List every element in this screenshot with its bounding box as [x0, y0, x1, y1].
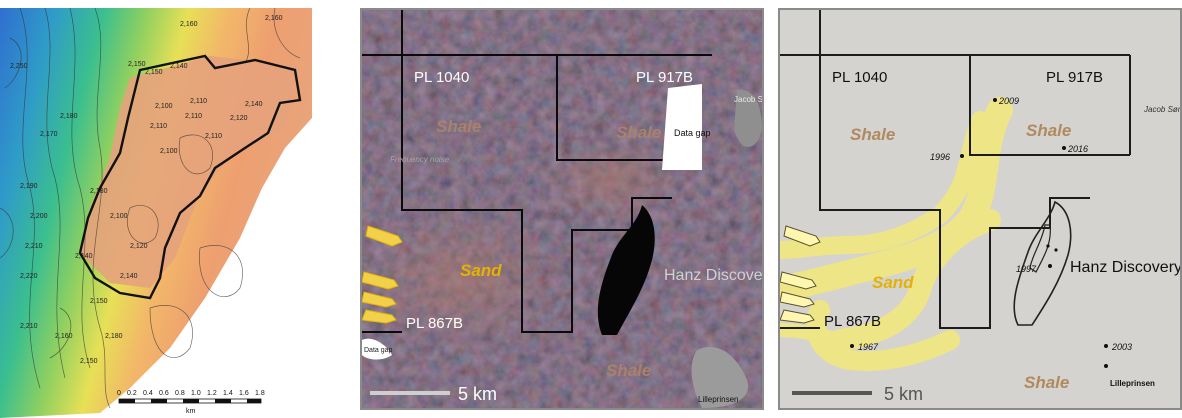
contour-label: 2,150 — [90, 298, 108, 305]
licence-label: PL 1040 — [832, 69, 887, 86]
seismic-attribute-map: Data gap PL 1040 PL 917B PL 867B Shale S… — [360, 8, 764, 410]
contour-label: 2,100 — [160, 148, 178, 155]
discovery-label: Hanz Discovery — [664, 267, 762, 284]
contour-label: 2,140 — [75, 253, 93, 260]
sand-label: Sand — [872, 273, 914, 292]
scale-bar: 0 0.2 0.4 0.6 0.8 1.0 1.2 1.4 1.6 1.8 km — [117, 390, 265, 415]
sand-label: Sand — [460, 261, 502, 280]
svg-text:km: km — [186, 408, 196, 415]
contour-label: 2,110 — [205, 133, 222, 140]
licence-label: PL 917B — [1046, 69, 1103, 86]
contour-label: 2,200 — [30, 213, 48, 220]
contour-label: 2,100 — [155, 103, 173, 110]
contour-label: 2,100 — [110, 213, 128, 220]
scale-bar — [792, 391, 872, 395]
contour-label: 2,140 — [120, 273, 138, 280]
licence-label: PL 917B — [636, 69, 693, 86]
lilleprinsen-label: Lilleprinsen — [698, 395, 738, 404]
contour-label: 2,220 — [20, 273, 38, 280]
svg-text:1.0: 1.0 — [191, 390, 201, 397]
contour-label: 2,120 — [230, 115, 248, 122]
contour-label: 2,160 — [55, 333, 73, 340]
svg-text:0: 0 — [117, 390, 121, 397]
contour-label: 2,180 — [90, 188, 108, 195]
contour-label: 2,190 — [20, 183, 38, 190]
jacob-label: Jacob Sør — [734, 95, 762, 104]
lilleprinsen-label: Lilleprinsen — [1110, 379, 1155, 388]
svg-text:0.8: 0.8 — [175, 390, 185, 397]
shale-label: Shale — [616, 123, 661, 142]
interpretation-map: PL 1040 PL 917B PL 867B Shale Shale Shal… — [778, 8, 1182, 410]
contour-label: 2,110 — [150, 123, 167, 130]
well-year: 1967 — [858, 342, 879, 352]
well-markers — [850, 98, 1108, 368]
svg-text:1.8: 1.8 — [255, 390, 265, 397]
contour-label: 2,140 — [170, 63, 188, 70]
well-year: 1996 — [930, 152, 950, 162]
svg-text:0.4: 0.4 — [143, 390, 153, 397]
data-gap-label: Data gap — [674, 128, 711, 138]
contour-label: 2,250 — [10, 63, 28, 70]
shale-label: Shale — [850, 125, 895, 144]
contour-label: 2,150 — [128, 61, 146, 68]
well-year: 2009 — [998, 96, 1019, 106]
contour-label: 2,120 — [130, 243, 148, 250]
contour-label: 2,160 — [265, 15, 283, 22]
licence-label: PL 867B — [406, 315, 463, 332]
scale-label: 5 km — [458, 384, 497, 404]
well-year: 2003 — [1111, 342, 1132, 352]
shale-label: Shale — [1024, 373, 1069, 392]
contour-label: 2,210 — [20, 323, 38, 330]
svg-text:0.6: 0.6 — [159, 390, 169, 397]
licence-label: PL 867B — [824, 313, 881, 330]
contour-label: 2,160 — [180, 21, 198, 28]
shale-label: Shale — [1026, 121, 1071, 140]
licence-label: PL 1040 — [414, 69, 469, 86]
contour-label: 2,110 — [185, 113, 202, 120]
shale-label: Shale — [436, 117, 481, 136]
contour-label: 2,140 — [245, 101, 263, 108]
contour-label: 2,180 — [105, 333, 123, 340]
contour-label: 2,180 — [60, 113, 78, 120]
frequency-noise-label: Frequency noise — [390, 155, 450, 164]
contour-label: 2,170 — [40, 131, 58, 138]
svg-text:1.6: 1.6 — [239, 390, 249, 397]
contour-label: 2,210 — [25, 243, 43, 250]
contour-label: 2,150 — [80, 358, 98, 365]
jacob-label: Jacob Sør — [1143, 105, 1180, 114]
svg-text:1.2: 1.2 — [207, 390, 217, 397]
contour-label: 2,150 — [145, 69, 163, 76]
contour-label: 2,110 — [190, 98, 207, 105]
svg-text:1.4: 1.4 — [223, 390, 233, 397]
scale-bar — [370, 391, 450, 395]
shale-label: Shale — [606, 361, 651, 380]
scale-label: 5 km — [884, 384, 923, 404]
depth-contour-map: 2,160 2,160 2,150 2,150 2,140 2,110 2,10… — [0, 8, 312, 418]
discovery-label: Hanz Discovery — [1070, 259, 1180, 276]
hanz-discovery-outline — [597, 205, 655, 335]
well-year: 2016 — [1067, 144, 1088, 154]
hanz-discovery-outline — [1013, 200, 1072, 326]
data-gap-small-label: Data gap — [364, 347, 393, 354]
svg-text:0.2: 0.2 — [127, 390, 137, 397]
well-year: 1997 — [1016, 264, 1037, 274]
